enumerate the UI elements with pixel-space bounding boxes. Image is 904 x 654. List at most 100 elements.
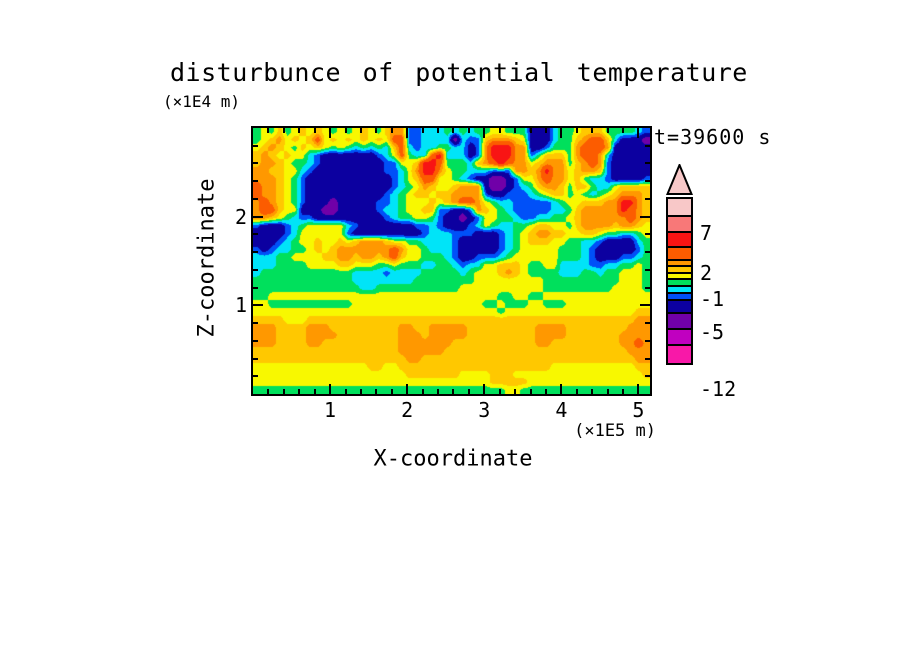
- x-minor-tick: [390, 128, 393, 133]
- y-minor-tick: [253, 375, 258, 378]
- x-minor-tick: [622, 128, 625, 133]
- x-major-tick: [329, 128, 332, 138]
- x-major-tick: [483, 384, 486, 394]
- x-minor-tick: [452, 389, 455, 394]
- temperature-field-canvas: [253, 128, 650, 394]
- colorbar-tick-label: 7: [700, 221, 713, 245]
- x-major-tick: [637, 384, 640, 394]
- x-minor-tick: [437, 389, 439, 394]
- x-tick-label: 2: [401, 398, 414, 422]
- x-minor-tick: [344, 389, 347, 394]
- y-major-tick: [253, 215, 263, 218]
- x-minor-tick: [437, 128, 439, 133]
- x-major-tick: [483, 128, 486, 138]
- y-axis-label: Z-coordinate: [194, 178, 220, 338]
- x-major-tick: [560, 384, 563, 394]
- x-minor-tick: [282, 128, 285, 133]
- x-minor-tick: [390, 389, 393, 394]
- plot-frame: [251, 126, 652, 396]
- y-minor-tick: [253, 339, 258, 342]
- x-minor-tick: [421, 389, 424, 394]
- y-minor-tick: [645, 197, 650, 200]
- colorbar-tick-label: 2: [700, 261, 713, 285]
- x-major-tick: [406, 128, 409, 138]
- y-minor-tick: [253, 197, 258, 200]
- x-minor-tick: [514, 128, 517, 133]
- x-minor-tick: [606, 128, 609, 133]
- colorbar-box: [666, 344, 693, 365]
- y-minor-tick: [253, 286, 258, 289]
- y-major-tick: [253, 304, 263, 307]
- y-minor-tick: [645, 144, 650, 147]
- x-minor-tick: [575, 389, 578, 394]
- y-major-tick: [640, 304, 650, 307]
- time-annotation: t=39600 s: [654, 125, 772, 149]
- y-minor-tick: [645, 162, 650, 165]
- y-minor-tick: [645, 357, 650, 360]
- y-minor-tick: [253, 162, 258, 165]
- x-minor-tick: [375, 128, 378, 133]
- y-minor-tick: [645, 251, 650, 254]
- colorbar-tick-label: -5: [700, 320, 725, 344]
- x-minor-tick: [591, 389, 594, 394]
- x-minor-tick: [575, 128, 578, 133]
- x-minor-tick: [544, 389, 547, 394]
- colorbar-tick-label: -1: [700, 287, 725, 311]
- x-minor-tick: [529, 389, 532, 394]
- x-minor-tick: [498, 128, 501, 133]
- colorbar-box: [666, 197, 693, 217]
- y-minor-tick: [645, 339, 650, 342]
- x-minor-tick: [606, 389, 609, 394]
- y-minor-tick: [253, 268, 258, 271]
- y-minor-tick: [253, 233, 258, 236]
- colorbar-boxes: [666, 197, 693, 365]
- y-major-tick: [640, 215, 650, 218]
- x-minor-tick: [467, 128, 470, 133]
- x-minor-tick: [298, 389, 301, 394]
- colorbar-overflow-arrow-icon: [666, 162, 693, 195]
- x-minor-tick: [313, 128, 316, 133]
- y-minor-tick: [645, 375, 650, 378]
- colorbar-tick-label: -12: [700, 377, 737, 401]
- x-minor-tick: [359, 128, 362, 133]
- x-tick-label: 1: [324, 398, 337, 422]
- y-minor-tick: [253, 144, 258, 147]
- y-minor-tick: [645, 180, 650, 183]
- x-minor-tick: [359, 389, 362, 394]
- y-minor-tick: [645, 322, 650, 325]
- x-minor-tick: [344, 128, 347, 133]
- y-minor-tick: [253, 180, 258, 183]
- x-major-tick: [560, 128, 563, 138]
- y-minor-tick: [645, 286, 650, 289]
- y-minor-tick: [645, 268, 650, 271]
- x-minor-tick: [375, 389, 378, 394]
- x-minor-tick: [467, 389, 470, 394]
- y-tick-label: 2: [234, 204, 247, 229]
- x-minor-tick: [421, 128, 424, 133]
- x-minor-tick: [298, 128, 301, 133]
- y-minor-tick: [253, 322, 258, 325]
- x-tick-label: 3: [478, 398, 491, 422]
- y-minor-tick: [645, 233, 650, 236]
- x-axis-unit: (×1E5 m): [574, 421, 656, 441]
- x-minor-tick: [498, 389, 501, 394]
- x-tick-label: 4: [555, 398, 568, 422]
- x-minor-tick: [529, 128, 532, 133]
- x-minor-tick: [282, 389, 285, 394]
- x-minor-tick: [544, 128, 547, 133]
- x-major-tick: [637, 128, 640, 138]
- plot-title: disturbunce of potential temperature: [170, 58, 748, 87]
- x-major-tick: [406, 384, 409, 394]
- y-minor-tick: [253, 251, 258, 254]
- x-major-tick: [329, 384, 332, 394]
- x-minor-tick: [622, 389, 625, 394]
- x-minor-tick: [267, 389, 270, 394]
- x-minor-tick: [267, 128, 270, 133]
- x-minor-tick: [514, 389, 517, 394]
- x-minor-tick: [313, 389, 316, 394]
- x-axis-label: X-coordinate: [373, 446, 533, 472]
- y-axis-unit: (×1E4 m): [163, 92, 241, 111]
- x-minor-tick: [591, 128, 594, 133]
- x-minor-tick: [452, 128, 455, 133]
